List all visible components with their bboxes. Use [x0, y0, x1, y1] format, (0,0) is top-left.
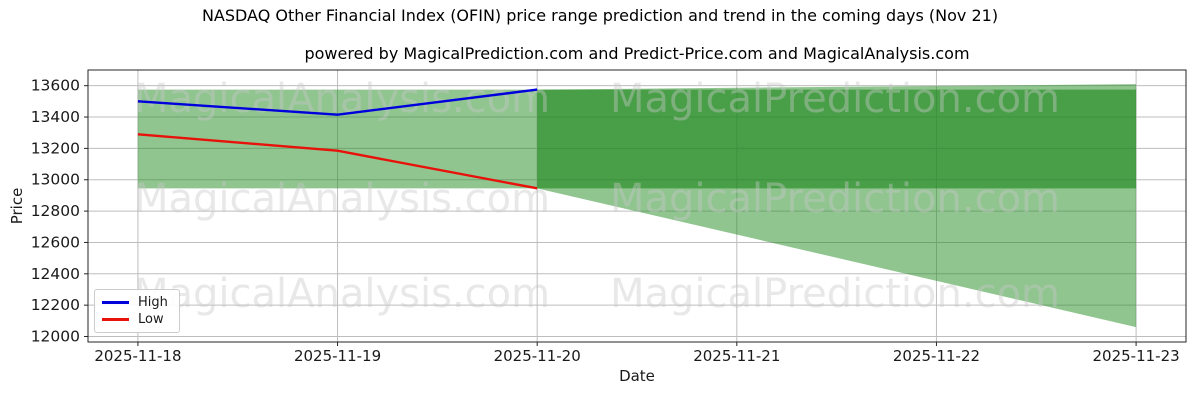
- high-line-swatch: [102, 301, 129, 304]
- chart-subtitle: powered by MagicalPrediction.com and Pre…: [304, 44, 970, 63]
- high-line: [137, 88, 538, 116]
- legend-label: Low: [138, 312, 164, 327]
- y-axis: 12000 12200 12400 12600 12800 13000 13200 13400…: [31, 77, 88, 346]
- y-tick-label: 13200: [31, 139, 80, 157]
- watermark-text: MagicalPrediction.com: [610, 176, 1060, 222]
- watermark-text: MagicalPrediction.com: [610, 76, 1060, 122]
- x-tick-label: 2025-11-23: [1092, 347, 1179, 365]
- y-tick-label: 12000: [31, 328, 80, 346]
- x-tick-label: 2025-11-22: [893, 347, 980, 365]
- watermark-text: MagicalAnalysis.com: [134, 271, 550, 317]
- watermarks: MagicalAnalysis.com MagicalPrediction.com…: [134, 76, 1060, 317]
- y-tick-label: 13000: [31, 171, 80, 189]
- chart-legend: High Low: [94, 289, 180, 333]
- watermark-text: MagicalAnalysis.com: [134, 176, 550, 222]
- y-tick-label: 13600: [31, 77, 80, 95]
- x-tick-label: 2025-11-18: [94, 347, 181, 365]
- x-tick-label: 2025-11-21: [693, 347, 780, 365]
- forecast-core-band: [537, 89, 1137, 189]
- y-tick-label: 12800: [31, 202, 80, 220]
- low-line: [137, 133, 538, 190]
- legend-entry-high: High: [102, 296, 172, 309]
- x-tick-label: 2025-11-20: [494, 347, 581, 365]
- x-axis: 2025-11-18 2025-11-19 2025-11-20 2025-11-21…: [94, 342, 1180, 365]
- plot-border: [87, 69, 1187, 343]
- y-tick-label: 13400: [31, 108, 80, 126]
- observed-range-band: [137, 89, 538, 189]
- y-axis-label: Price: [8, 188, 26, 225]
- legend-entry-low: Low: [102, 313, 172, 326]
- x-tick-label: 2025-11-19: [294, 347, 381, 365]
- chart-title: NASDAQ Other Financial Index (OFIN) pric…: [201, 6, 999, 25]
- legend-label: High: [138, 295, 168, 310]
- low-line-swatch: [102, 318, 129, 321]
- y-tick-label: 12200: [31, 296, 80, 314]
- y-tick-label: 12600: [31, 233, 80, 251]
- watermark-text: MagicalPrediction.com: [610, 271, 1060, 317]
- x-axis-label: Date: [619, 367, 655, 385]
- y-tick-label: 12400: [31, 265, 80, 283]
